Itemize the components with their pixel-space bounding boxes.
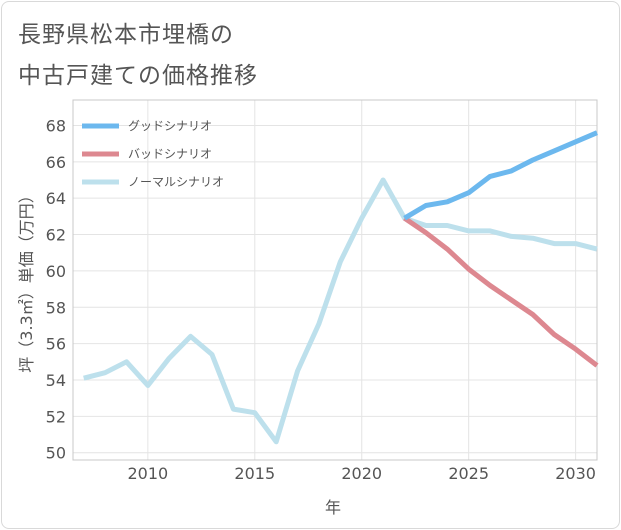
- y-tick-68: 68: [46, 116, 66, 135]
- x-tick-2020: 2020: [341, 464, 382, 483]
- x-axis-ticks: 2010 2015 2020 2025 2030: [127, 464, 595, 483]
- x-tick-2015: 2015: [234, 464, 275, 483]
- series-line-2: [403, 216, 599, 368]
- y-tick-66: 66: [46, 153, 66, 172]
- grid-lines: [73, 100, 597, 460]
- x-tick-2010: 2010: [127, 464, 168, 483]
- legend-label-3: ノーマルシナリオ: [128, 175, 224, 189]
- y-tick-58: 58: [46, 298, 66, 317]
- legend-label-1: グッドシナリオ: [128, 119, 212, 133]
- y-tick-62: 62: [46, 226, 66, 245]
- y-axis-ticks: 50 52 54 56 58 60 62 64 66 68: [46, 116, 66, 462]
- series-line-1: [403, 130, 598, 221]
- y-tick-60: 60: [46, 262, 66, 281]
- chart-title-line-2: 中古戸建ての価格推移: [18, 63, 258, 89]
- x-tick-2025: 2025: [448, 464, 489, 483]
- y-tick-56: 56: [46, 335, 66, 354]
- y-axis-label: 坪（3.3㎡）単価（万円）: [17, 187, 36, 372]
- y-tick-50: 50: [46, 444, 66, 463]
- series-line-3: [83, 177, 598, 445]
- x-axis-label: 年: [325, 498, 341, 517]
- y-tick-52: 52: [46, 407, 66, 426]
- legend-label-2: バッドシナリオ: [128, 147, 212, 161]
- plot-area-border: [72, 99, 598, 461]
- x-tick-2030: 2030: [555, 464, 596, 483]
- series-lines: [83, 130, 599, 445]
- y-tick-64: 64: [46, 189, 66, 208]
- y-tick-54: 54: [46, 371, 66, 390]
- chart-title-line-1: 長野県松本市埋橋の: [18, 22, 234, 48]
